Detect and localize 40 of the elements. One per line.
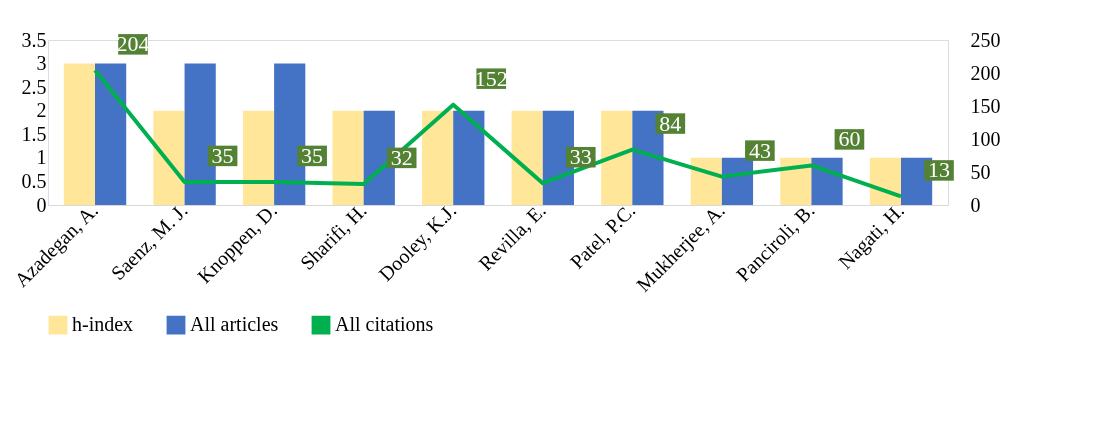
data-label: 13	[927, 157, 950, 183]
bar	[63, 63, 96, 205]
bar	[422, 110, 454, 205]
y-tick-label: 3	[36, 52, 47, 75]
bar	[242, 110, 275, 205]
data-label: 32	[390, 144, 413, 170]
bar	[811, 157, 843, 205]
y2-tick-label: 50	[970, 160, 991, 183]
bar	[869, 157, 901, 205]
y-tick-label: 2	[36, 99, 47, 122]
legend-label: h-index	[72, 313, 134, 336]
y2-tick-label: 150	[970, 94, 1001, 117]
y-tick-label: 3.5	[21, 28, 47, 51]
bar	[511, 110, 543, 205]
bar	[601, 110, 633, 205]
bar	[780, 157, 812, 205]
y-tick-label: 1.5	[21, 122, 47, 145]
y2-tick-label: 200	[970, 61, 1001, 84]
data-label: 43	[748, 137, 771, 163]
data-label: 35	[211, 142, 234, 168]
y2-tick-label: 100	[970, 127, 1001, 150]
bar	[95, 63, 127, 205]
bar	[332, 110, 364, 205]
y-tick-label: 0	[36, 193, 47, 216]
legend-label: All citations	[335, 313, 434, 336]
data-label: 204	[116, 31, 150, 57]
y2-tick-label: 250	[970, 28, 1001, 51]
line-series	[93, 68, 903, 199]
data-label: 35	[301, 142, 324, 168]
y2-tick-label: 0	[970, 193, 981, 216]
data-label: 33	[569, 144, 592, 170]
bar	[153, 110, 185, 205]
data-label: 84	[659, 110, 682, 136]
legend-label: All articles	[190, 313, 279, 336]
bar	[690, 157, 722, 205]
y-tick-label: 0.5	[21, 169, 47, 192]
y-tick-label: 2.5	[21, 75, 47, 98]
y-tick-label: 1	[36, 146, 47, 169]
data-label: 60	[838, 126, 861, 152]
bar	[453, 110, 485, 205]
